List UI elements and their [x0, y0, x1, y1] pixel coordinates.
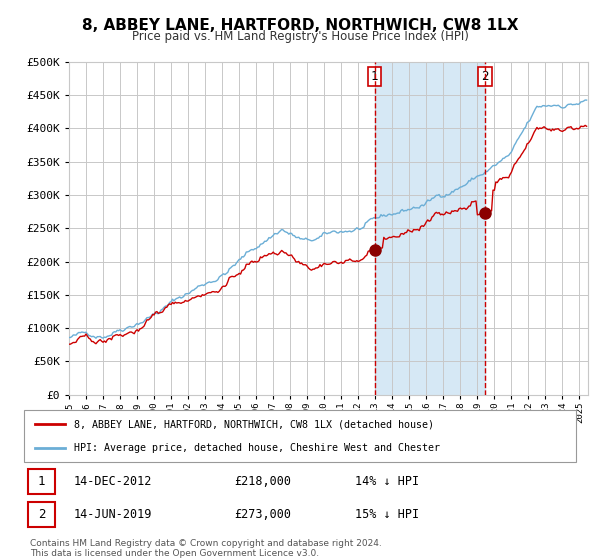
Text: 2: 2	[481, 70, 489, 83]
Text: 14% ↓ HPI: 14% ↓ HPI	[355, 475, 419, 488]
Text: 15% ↓ HPI: 15% ↓ HPI	[355, 508, 419, 521]
Text: £273,000: £273,000	[234, 508, 291, 521]
FancyBboxPatch shape	[28, 469, 55, 494]
Text: Contains HM Land Registry data © Crown copyright and database right 2024.
This d: Contains HM Land Registry data © Crown c…	[30, 539, 382, 558]
FancyBboxPatch shape	[28, 502, 55, 527]
FancyBboxPatch shape	[24, 410, 576, 462]
Text: 2: 2	[38, 508, 46, 521]
Text: £218,000: £218,000	[234, 475, 291, 488]
Bar	[374, 62, 485, 395]
Text: 14-JUN-2019: 14-JUN-2019	[74, 508, 152, 521]
Text: 8, ABBEY LANE, HARTFORD, NORTHWICH, CW8 1LX (detached house): 8, ABBEY LANE, HARTFORD, NORTHWICH, CW8 …	[74, 419, 434, 430]
Text: 1: 1	[38, 475, 46, 488]
Text: HPI: Average price, detached house, Cheshire West and Chester: HPI: Average price, detached house, Ches…	[74, 443, 440, 453]
Text: 8, ABBEY LANE, HARTFORD, NORTHWICH, CW8 1LX: 8, ABBEY LANE, HARTFORD, NORTHWICH, CW8 …	[82, 18, 518, 33]
Text: Price paid vs. HM Land Registry's House Price Index (HPI): Price paid vs. HM Land Registry's House …	[131, 30, 469, 43]
Text: 1: 1	[371, 70, 379, 83]
Text: 14-DEC-2012: 14-DEC-2012	[74, 475, 152, 488]
